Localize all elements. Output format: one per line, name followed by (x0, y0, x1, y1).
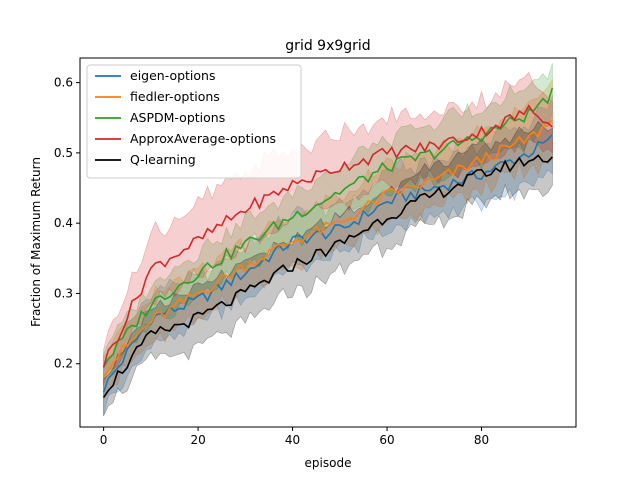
x-axis-label: episode (305, 456, 352, 470)
x-tick-label: 60 (379, 433, 394, 447)
x-tick-label: 40 (285, 433, 300, 447)
series-line-fiedler-options (102, 119, 554, 378)
series-line-aspdm-options (102, 87, 554, 368)
y-tick-label: 0.3 (54, 286, 73, 300)
legend: eigen-options fiedler-options ASPDM-option… (86, 64, 302, 179)
x-tick-label: 20 (190, 433, 205, 447)
y-tick-label: 0.6 (54, 76, 73, 90)
series-line-eigen-options (102, 133, 553, 393)
legend-label: ApproxAverage-options (130, 131, 276, 146)
plot-area (102, 63, 554, 417)
legend-label: ASPDM-options (130, 110, 225, 125)
legend-box (86, 64, 302, 179)
axes-frame (79, 57, 577, 428)
series-band-aspdm-options (103, 63, 553, 381)
x-tick-label: 0 (100, 433, 108, 447)
chart-title: grid 9x9grid (285, 38, 370, 54)
legend-label: eigen-options (130, 68, 216, 83)
y-tick-label: 0.2 (54, 357, 73, 371)
legend-label: Q-learning (130, 152, 196, 167)
series-line-q-learning (102, 154, 553, 398)
x-tick-label: 80 (474, 433, 489, 447)
legend-label: fiedler-options (130, 89, 220, 104)
y-tick-label: 0.5 (54, 146, 73, 160)
y-axis: 0.2 0.3 0.4 0.5 0.6 (54, 76, 80, 371)
series-line-approxaverage-options (102, 104, 553, 368)
series-band-q-learning (103, 121, 553, 417)
y-tick-label: 0.4 (54, 216, 73, 230)
x-axis: 0 20 40 60 80 (100, 427, 489, 447)
y-axis-label: Fraction of Maximum Return (29, 157, 43, 327)
